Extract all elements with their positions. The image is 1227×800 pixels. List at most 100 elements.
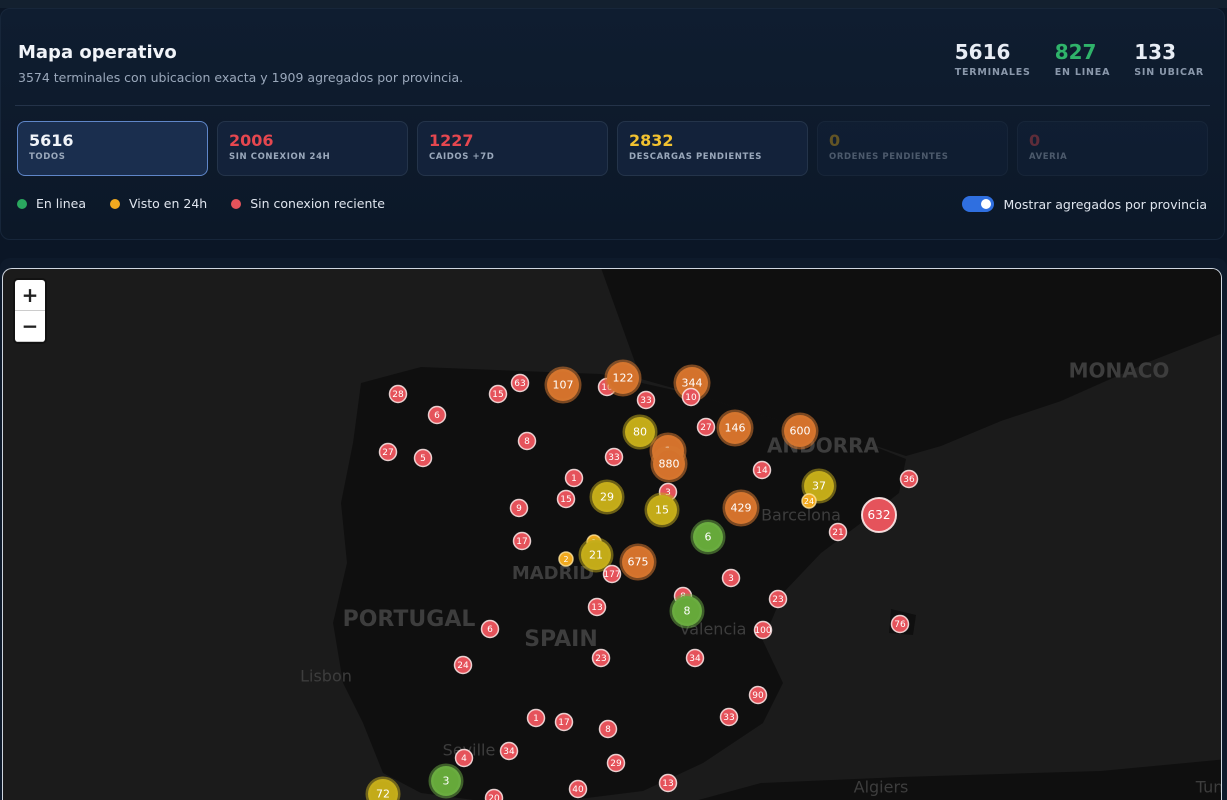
toggle-switch[interactable] <box>962 196 995 212</box>
marker[interactable]: 122 <box>604 359 642 397</box>
marker-dot <box>589 479 625 515</box>
marker-count: 13 <box>591 603 602 613</box>
marker-count: 6 <box>487 625 493 635</box>
marker[interactable]: 23 <box>591 648 611 668</box>
marker[interactable]: 600 <box>781 412 819 450</box>
marker-count: 72 <box>376 788 390 800</box>
marker[interactable]: 17 <box>512 531 532 551</box>
marker[interactable]: 429 <box>722 489 760 527</box>
marker[interactable]: 28 <box>388 384 408 404</box>
marker-dot <box>753 620 773 640</box>
marker-dot <box>716 409 754 447</box>
marker[interactable]: 8 <box>517 431 537 451</box>
filter-card[interactable]: 0 AVERIA <box>1017 121 1208 176</box>
marker-dot <box>484 788 504 800</box>
marker-dot <box>604 359 642 397</box>
marker[interactable]: 33 <box>604 447 624 467</box>
stat-value: 827 <box>1054 40 1097 64</box>
marker[interactable]: 4 <box>454 748 474 768</box>
marker-count: 90 <box>752 691 764 701</box>
marker[interactable]: 27 <box>378 442 398 462</box>
marker-dot <box>365 776 401 800</box>
marker-count: 8 <box>605 725 611 735</box>
marker[interactable]: 14 <box>752 460 772 480</box>
marker-count: 33 <box>640 396 651 406</box>
marker[interactable]: 6 <box>427 405 447 425</box>
marker[interactable]: 5 <box>413 448 433 468</box>
marker[interactable]: 6 <box>690 519 726 555</box>
stat: 133 SIN UBICAR <box>1134 40 1204 78</box>
marker[interactable]: 72 <box>365 776 401 800</box>
marker[interactable]: 8 <box>598 719 618 739</box>
marker[interactable]: 27 <box>696 417 716 437</box>
zoom-out[interactable]: − <box>15 311 45 342</box>
marker[interactable]: 29 <box>589 479 625 515</box>
marker[interactable]: 80 <box>622 414 658 450</box>
filter-card[interactable]: 5616 TODOS <box>17 121 208 176</box>
marker[interactable]: 100 <box>753 620 773 640</box>
marker[interactable]: 24 <box>801 493 817 509</box>
marker-dot <box>556 489 576 509</box>
marker[interactable]: 34 <box>499 741 519 761</box>
filter-card[interactable]: 0 ORDENES PENDIENTES <box>817 121 1008 176</box>
map-label: Barcelona <box>761 506 841 525</box>
zoom-in[interactable]: + <box>15 280 45 311</box>
filter-card[interactable]: 2006 SIN CONEXION 24H <box>217 121 408 176</box>
marker[interactable]: 76 <box>890 614 910 634</box>
marker[interactable]: 8 <box>669 593 705 629</box>
marker[interactable]: 632 <box>861 497 897 533</box>
marker-dot <box>564 468 584 488</box>
marker[interactable]: 24 <box>453 655 473 675</box>
filter-card[interactable]: 1227 CAIDOS +7D <box>417 121 608 176</box>
map[interactable]: MONACO ANDORRA Barcelona MADRID PORTUGAL SPAI… <box>2 268 1222 800</box>
marker-dot <box>669 593 705 629</box>
marker[interactable]: 21 <box>828 522 848 542</box>
marker[interactable]: 880 <box>650 445 688 483</box>
marker[interactable]: 63 <box>510 373 530 393</box>
marker-dot <box>388 384 408 404</box>
marker[interactable]: 90 <box>748 685 768 705</box>
marker[interactable]: 34 <box>685 648 705 668</box>
marker-dot <box>453 655 473 675</box>
stat-label: EN LINEA <box>1054 67 1111 78</box>
marker[interactable]: 3 <box>428 763 464 799</box>
marker[interactable]: 13 <box>587 597 607 617</box>
marker[interactable]: 29 <box>606 753 626 773</box>
map-label: Algiers <box>854 778 909 797</box>
marker-count: 27 <box>382 448 393 458</box>
marker[interactable]: 40 <box>568 779 588 799</box>
marker[interactable]: 1 <box>564 468 584 488</box>
marker[interactable]: 33 <box>719 707 739 727</box>
marker[interactable]: 3 <box>721 568 741 588</box>
marker[interactable]: 20 <box>484 788 504 800</box>
marker[interactable]: 15 <box>556 489 576 509</box>
stat-label: SIN UBICAR <box>1134 67 1204 78</box>
marker[interactable]: 36 <box>899 469 919 489</box>
legend-label: Visto en 24h <box>129 196 208 211</box>
marker[interactable]: 15 <box>488 384 508 404</box>
filter-card[interactable]: 2832 DESCARGAS PENDIENTES <box>617 121 808 176</box>
marker[interactable]: 177 <box>602 564 622 584</box>
marker[interactable]: 17 <box>554 712 574 732</box>
marker[interactable]: 6 <box>480 619 500 639</box>
marker[interactable]: 37 <box>801 468 837 504</box>
marker[interactable]: 15 <box>644 492 680 528</box>
marker-dot <box>602 564 622 584</box>
marker-count: 3 <box>728 574 734 584</box>
marker[interactable]: 9 <box>509 498 529 518</box>
marker[interactable]: 146 <box>716 409 754 447</box>
legend-item: Visto en 24h <box>110 196 207 211</box>
marker[interactable]: 13 <box>658 773 678 793</box>
marker-count: 600 <box>790 425 811 438</box>
marker[interactable]: 1 <box>526 708 546 728</box>
marker-dot <box>801 493 817 509</box>
marker[interactable]: 10 <box>681 387 701 407</box>
marker[interactable]: 23 <box>768 589 788 609</box>
stat-value: 133 <box>1134 40 1176 64</box>
marker[interactable]: 675 <box>619 543 657 581</box>
marker-dot <box>413 448 433 468</box>
marker[interactable]: 21 <box>578 537 614 573</box>
marker[interactable]: 2 <box>558 551 574 567</box>
marker[interactable]: 107 <box>544 366 582 404</box>
marker[interactable]: 33 <box>636 390 656 410</box>
